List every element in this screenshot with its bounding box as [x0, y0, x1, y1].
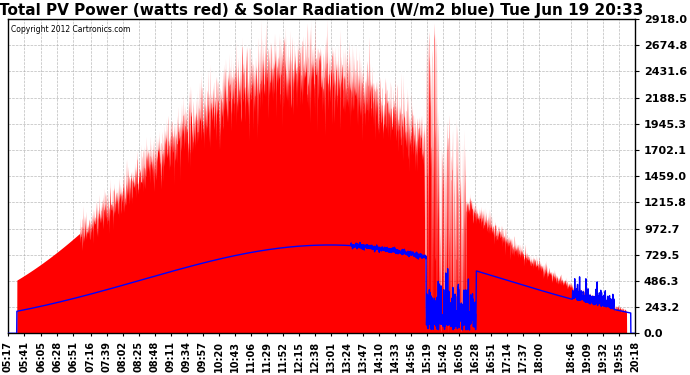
Title: Total PV Power (watts red) & Solar Radiation (W/m2 blue) Tue Jun 19 20:33: Total PV Power (watts red) & Solar Radia…: [0, 3, 644, 18]
Text: Copyright 2012 Cartronics.com: Copyright 2012 Cartronics.com: [11, 25, 130, 34]
